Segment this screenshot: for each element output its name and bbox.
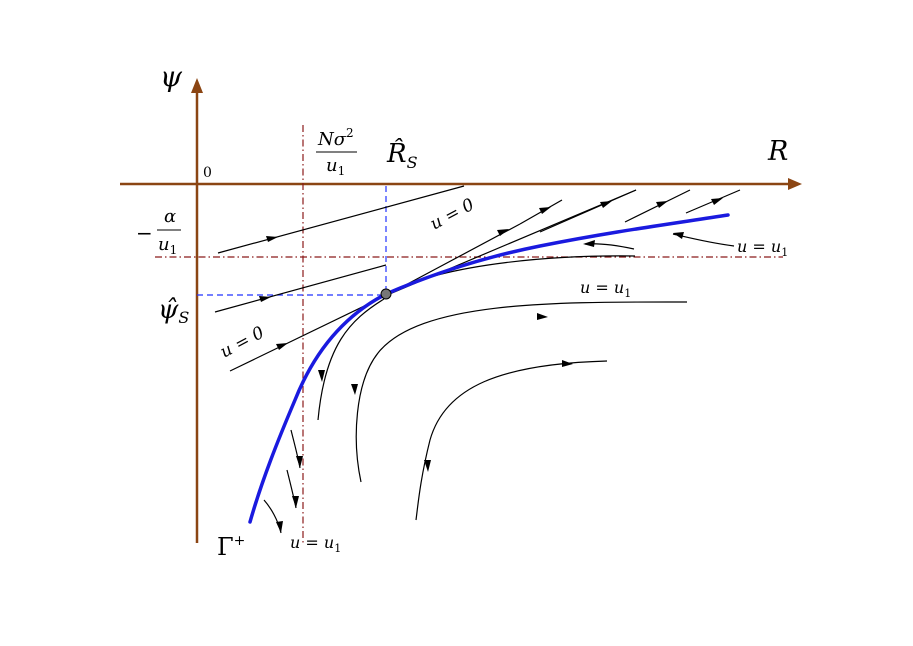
manifold-gamma-plus [248, 213, 730, 524]
svg-text:Nσ2: Nσ2 [317, 126, 354, 150]
u0-flow-lines [214, 185, 741, 372]
r-axis-label: R [767, 136, 788, 167]
svg-text:−: − [136, 221, 153, 245]
psi-axis-label: ψ [160, 60, 183, 93]
r-hat-s-label: R̂S [386, 138, 418, 172]
svg-text:α: α [164, 206, 176, 227]
alpha-fraction: − α u1 [136, 206, 181, 257]
origin-label: 0 [203, 165, 212, 181]
psi-hat-s-label: ψ̂S [158, 295, 189, 327]
n-sigma-fraction: Nσ2 u1 [316, 126, 357, 178]
r-axis-arrow-icon [788, 178, 802, 190]
svg-text:u1: u1 [158, 234, 177, 257]
equilibrium-point [380, 288, 392, 300]
svg-text:u1: u1 [326, 155, 345, 178]
psi-axis-arrow-icon [191, 78, 203, 93]
u0-upper-label: u = 0 [427, 195, 478, 235]
u1-right-label: u = u1 [737, 237, 788, 259]
u1-mid-label: u = u1 [580, 278, 631, 300]
u1-bottom-label: u = u1 [290, 533, 341, 555]
u1-flow-lines [263, 232, 735, 534]
gamma-plus-label: Γ+ [217, 533, 245, 561]
